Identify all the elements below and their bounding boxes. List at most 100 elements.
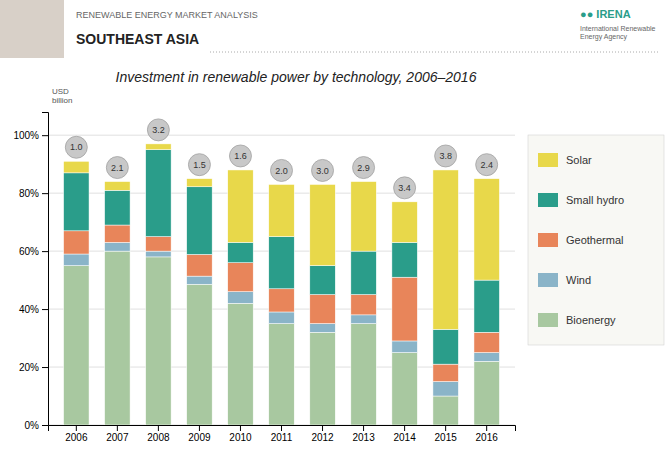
totals: 1.02.13.21.51.62.03.02.93.43.82.4 [65,119,497,199]
bar-segment [269,289,294,312]
series [64,144,500,329]
legend-swatch [538,193,558,207]
bar-segment [64,254,89,266]
bar-segment [474,361,499,425]
x-tick: 2011 [271,425,293,443]
x-axis-line [49,426,516,432]
y-tick-mark [42,251,48,252]
grid [48,135,515,425]
bar-segment [105,182,130,191]
title: Investment in renewable power by technol… [116,69,477,85]
y-tick: 100% [13,130,48,141]
bar-segment [146,237,171,251]
x-tick-mark [117,425,118,431]
bar-segment [64,173,89,231]
bar-segment [228,170,253,242]
total-badge [229,145,251,167]
chart: RENEWABLE ENERGY MARKET ANALYSISSOUTHEAS… [0,0,672,455]
logo-name: ●● IRENA [580,8,631,20]
bar-segment [187,187,212,255]
x-axis: 2006200720082009201020112012201320142015… [49,425,516,443]
bar-segment [351,295,376,315]
text-line: billion [52,96,72,105]
bar-segment [433,382,458,396]
total-label: 1.5 [193,160,206,170]
x-tick-mark [445,425,446,431]
total-label: 1.6 [234,151,247,161]
bar-segment [392,277,417,341]
x-tick-mark [404,425,405,431]
total-label: 2.9 [357,163,370,173]
legend-label: Geothermal [566,234,623,246]
bar-segment [187,284,212,425]
total-label: 3.8 [439,151,452,161]
y-tick: 80% [19,188,48,199]
text-line: International Renewable [580,25,656,32]
legend-label: Solar [566,154,592,166]
bar-segment [392,341,417,353]
total-label: 1.0 [70,142,83,152]
bar-segment [474,353,499,362]
bar-segment [105,251,130,425]
total-badge [271,159,293,181]
bar-segment [310,184,335,265]
y-tick-mark [42,193,48,194]
bar-segment [310,324,335,333]
x-tick-mark [363,425,364,431]
x-tick-mark [281,425,282,431]
bar-segment [351,315,376,324]
bar-segment [228,263,253,292]
header-title: RENEWABLE ENERGY MARKET ANALYSIS [76,10,258,20]
bar-segment [433,364,458,381]
x-tick-mark [199,425,200,431]
bar-segment [433,170,458,329]
x-tick: 2012 [311,425,334,443]
bar-segment [64,231,89,254]
bar-segment [433,329,458,364]
total-label: 2.4 [480,160,493,170]
bar-segment [228,303,253,425]
total-label: 2.0 [275,166,288,176]
bar-segment [64,161,89,173]
bar-segment [146,257,171,425]
x-tick-label: 2010 [229,432,252,443]
header-separator [210,52,660,53]
bar-segment [392,353,417,425]
total-label: 3.4 [398,183,411,193]
x-tick: 2007 [106,425,129,443]
x-tick-mark [240,425,241,431]
y-tick: 0% [25,420,48,431]
grid-line [48,135,515,136]
bars [64,144,500,425]
x-tick: 2014 [393,425,416,443]
x-tick: 2015 [435,425,458,443]
y-tick-mark [42,309,48,310]
y-tick-mark [42,425,48,426]
x-tick: 2009 [188,425,211,443]
legend-item: Wind [538,273,591,287]
x-tick-label: 2008 [147,432,170,443]
legend-item: Bioenergy [538,313,616,327]
header: RENEWABLE ENERGY MARKET ANALYSISSOUTHEAS… [0,0,660,58]
bar-segment [187,254,212,276]
x-tick-label: 2014 [393,432,416,443]
y-tick: 40% [19,304,48,315]
y-tick-label: 40% [19,304,39,315]
x-tick: 2016 [476,425,499,443]
x-tick-mark [322,425,323,431]
bar-segment [474,280,499,332]
x-tick: 2010 [229,425,252,443]
x-tick-mark [486,425,487,431]
y-tick-mark [42,367,48,368]
legend-item: Geothermal [538,233,623,247]
bar-segment [351,182,376,252]
total-badge [65,136,87,158]
bar-segment [310,332,335,425]
bar-segment [105,190,130,225]
bar-segment [269,237,294,289]
series [64,150,500,364]
bar-segment [351,251,376,294]
legend-swatch [538,153,558,167]
total-badge [147,119,169,141]
x-tick: 2013 [352,425,375,443]
